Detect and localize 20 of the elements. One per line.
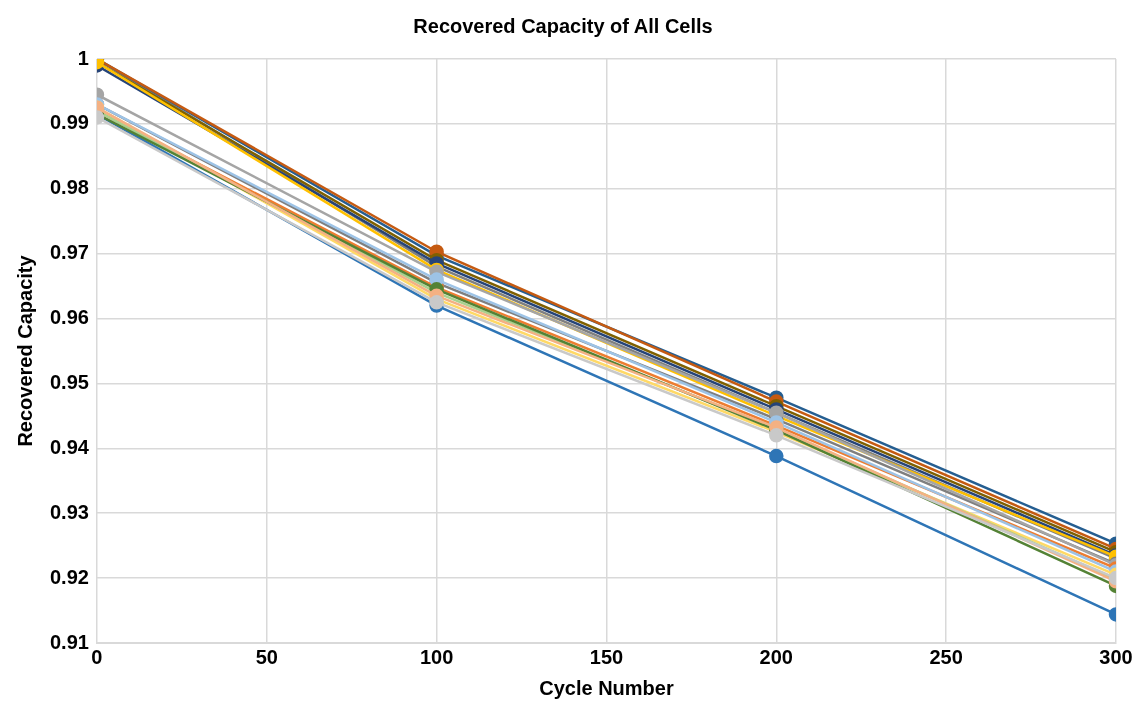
x-tick-label: 100 [419, 645, 454, 668]
x-tick-label: 50 [255, 645, 278, 668]
y-tick-label: 0.91 [49, 630, 89, 653]
y-tick-label: 1 [77, 46, 89, 69]
chart-title: Recovered Capacity of All Cells [413, 14, 713, 37]
y-axis-title: Recovered Capacity [13, 254, 36, 447]
x-tick-label: 250 [929, 645, 963, 668]
x-axis-title: Cycle Number [539, 676, 674, 699]
y-tick-label: 0.93 [49, 500, 89, 523]
x-tick-label: 300 [1099, 645, 1133, 668]
y-tick-label: 0.92 [49, 565, 89, 588]
x-tick-label: 150 [589, 645, 624, 668]
y-tick-label: 0.97 [49, 241, 89, 264]
y-tick-label: 0.99 [49, 111, 89, 134]
y-tick-label: 0.95 [49, 370, 89, 393]
x-tick-label: 200 [759, 645, 793, 668]
y-tick-label: 0.94 [49, 435, 90, 458]
y-tick-label: 0.98 [49, 176, 89, 199]
y-tick-label: 0.96 [49, 306, 89, 329]
x-tick-label: 0 [91, 645, 103, 668]
